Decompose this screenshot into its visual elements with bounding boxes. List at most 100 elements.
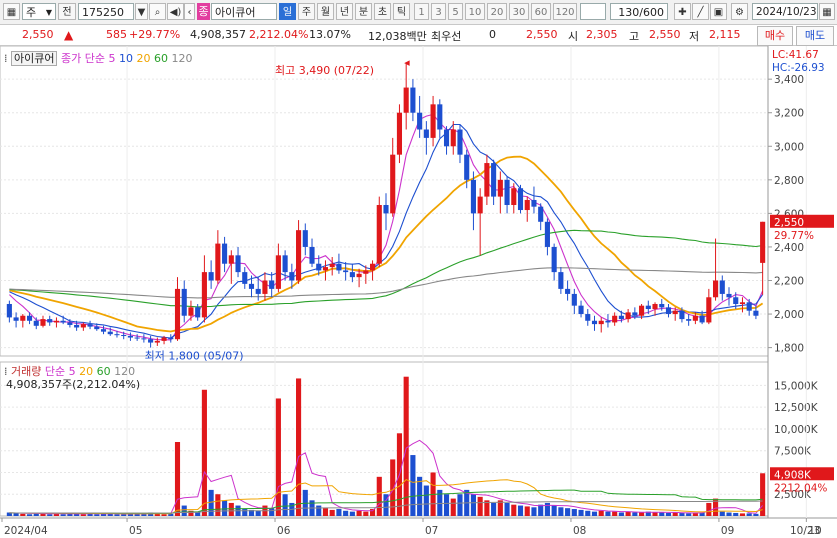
price-tick-label: 2,400 — [774, 242, 804, 254]
speaker-icon[interactable]: ◀) — [167, 3, 184, 20]
gear-icon[interactable]: ⚙ — [731, 3, 748, 20]
candle-body — [208, 272, 214, 281]
volume-bar — [222, 500, 228, 516]
priority-label: 최우선 — [431, 30, 462, 43]
volume-bar — [390, 459, 396, 516]
volume-bar — [538, 504, 544, 516]
candle-body — [302, 230, 308, 247]
candle-body — [87, 324, 93, 327]
period-month[interactable]: 월 — [317, 3, 334, 20]
draw-tool-icon[interactable]: ╱ — [692, 3, 709, 20]
volume-bar — [632, 512, 638, 516]
search-icon[interactable]: ⌕ — [149, 3, 166, 20]
volume: 4,908,357 — [190, 28, 246, 41]
code-input[interactable]: 175250 — [78, 3, 134, 20]
crosshair-icon[interactable]: ✚ — [674, 3, 691, 20]
date-input[interactable]: 2024/10/23 — [752, 3, 818, 20]
period-day[interactable]: 일 — [279, 3, 296, 20]
volume-bar — [343, 510, 349, 516]
volume-bar — [174, 442, 181, 516]
minute-120[interactable]: 120 — [553, 3, 577, 20]
candle-body — [141, 338, 147, 340]
period-button[interactable]: 전 — [58, 3, 76, 20]
volume-bar — [242, 509, 248, 516]
volume-bar — [296, 378, 302, 516]
candle-body — [598, 320, 604, 325]
volume-bar — [423, 485, 429, 516]
volume-bar — [565, 508, 571, 516]
period-minute[interactable]: 분 — [355, 3, 372, 20]
period-tick[interactable]: 틱 — [393, 3, 410, 20]
volume-bar — [625, 511, 631, 516]
custom-period-input[interactable] — [580, 3, 606, 20]
volume-bar — [679, 512, 685, 516]
volume-pct: 2,212.04% — [249, 28, 309, 41]
candle-body — [578, 305, 584, 315]
candle-body — [585, 314, 591, 321]
candle-body — [74, 324, 80, 328]
minute-60[interactable]: 60 — [531, 3, 551, 20]
minute-5[interactable]: 5 — [448, 3, 463, 20]
volume-bar — [94, 514, 100, 516]
candle-body — [269, 280, 275, 289]
high-price: 2,550 — [649, 28, 681, 41]
volume-bar — [369, 509, 376, 516]
candle-body — [322, 267, 329, 271]
save-icon[interactable]: ▣ — [710, 3, 727, 20]
stock-chart[interactable]: 3,4003,2003,0002,8002,6002,4002,2002,000… — [0, 46, 837, 538]
candle-body — [403, 87, 409, 113]
minute-3[interactable]: 3 — [431, 3, 446, 20]
minute-30[interactable]: 30 — [509, 3, 529, 20]
candle-body — [531, 199, 537, 207]
volume-bar — [60, 514, 66, 516]
candle-body — [316, 263, 322, 271]
volume-bar — [168, 513, 174, 516]
candle-body — [309, 246, 315, 264]
volume-tick-label: 7,500K — [774, 446, 812, 458]
minute-20[interactable]: 20 — [487, 3, 507, 20]
volume-bar — [417, 476, 423, 516]
volume-bar — [746, 513, 752, 516]
ma120-label: 120 — [171, 52, 193, 65]
candle-body — [558, 272, 564, 289]
candle-body — [114, 334, 120, 336]
candle-body — [121, 335, 127, 337]
volume-bar — [639, 512, 645, 516]
current-price: 2,550 — [22, 28, 54, 41]
count-display[interactable]: 130/600 — [610, 3, 668, 20]
volume-bar — [645, 511, 651, 516]
sell-button[interactable]: 매도 — [796, 26, 834, 46]
chart-grid-icon[interactable]: ▦ — [3, 3, 20, 20]
period-second[interactable]: 초 — [374, 3, 391, 20]
volume-bar — [336, 509, 342, 516]
volume-bar — [134, 513, 140, 516]
volume-bar — [477, 496, 483, 516]
market-select[interactable]: 주 ▼ — [22, 3, 56, 20]
candle-body — [296, 230, 302, 281]
candle-body — [47, 319, 53, 323]
candle-body — [383, 205, 389, 214]
ask-price: 2,550 — [526, 28, 558, 41]
candle-body — [53, 320, 59, 323]
buy-button[interactable]: 매수 — [757, 26, 793, 46]
candle-body — [504, 179, 510, 205]
volume-tick-label: 10,000K — [774, 424, 819, 436]
minute-1[interactable]: 1 — [414, 3, 429, 20]
candle-body — [13, 317, 19, 321]
period-week[interactable]: 주 — [298, 3, 315, 20]
dropdown-icon[interactable]: ▼ — [135, 3, 148, 20]
volume-info: 4,908,357주(2,212.04%) — [6, 378, 141, 391]
x-tick-label: 2024/04 — [4, 525, 48, 537]
chevron-left-icon[interactable]: ‹ — [184, 3, 195, 20]
price-tick-label: 3,200 — [774, 108, 804, 120]
x-tick-label: 10 — [808, 525, 821, 537]
volume-bar — [228, 502, 234, 516]
candle-body — [753, 310, 759, 316]
candle-body — [517, 188, 524, 211]
period-year[interactable]: 년 — [336, 3, 353, 20]
ma5-line — [9, 113, 764, 341]
candle-body — [618, 315, 624, 320]
candle-body — [551, 246, 557, 273]
calendar-icon[interactable]: ▦ — [819, 3, 835, 20]
minute-10[interactable]: 10 — [465, 3, 485, 20]
